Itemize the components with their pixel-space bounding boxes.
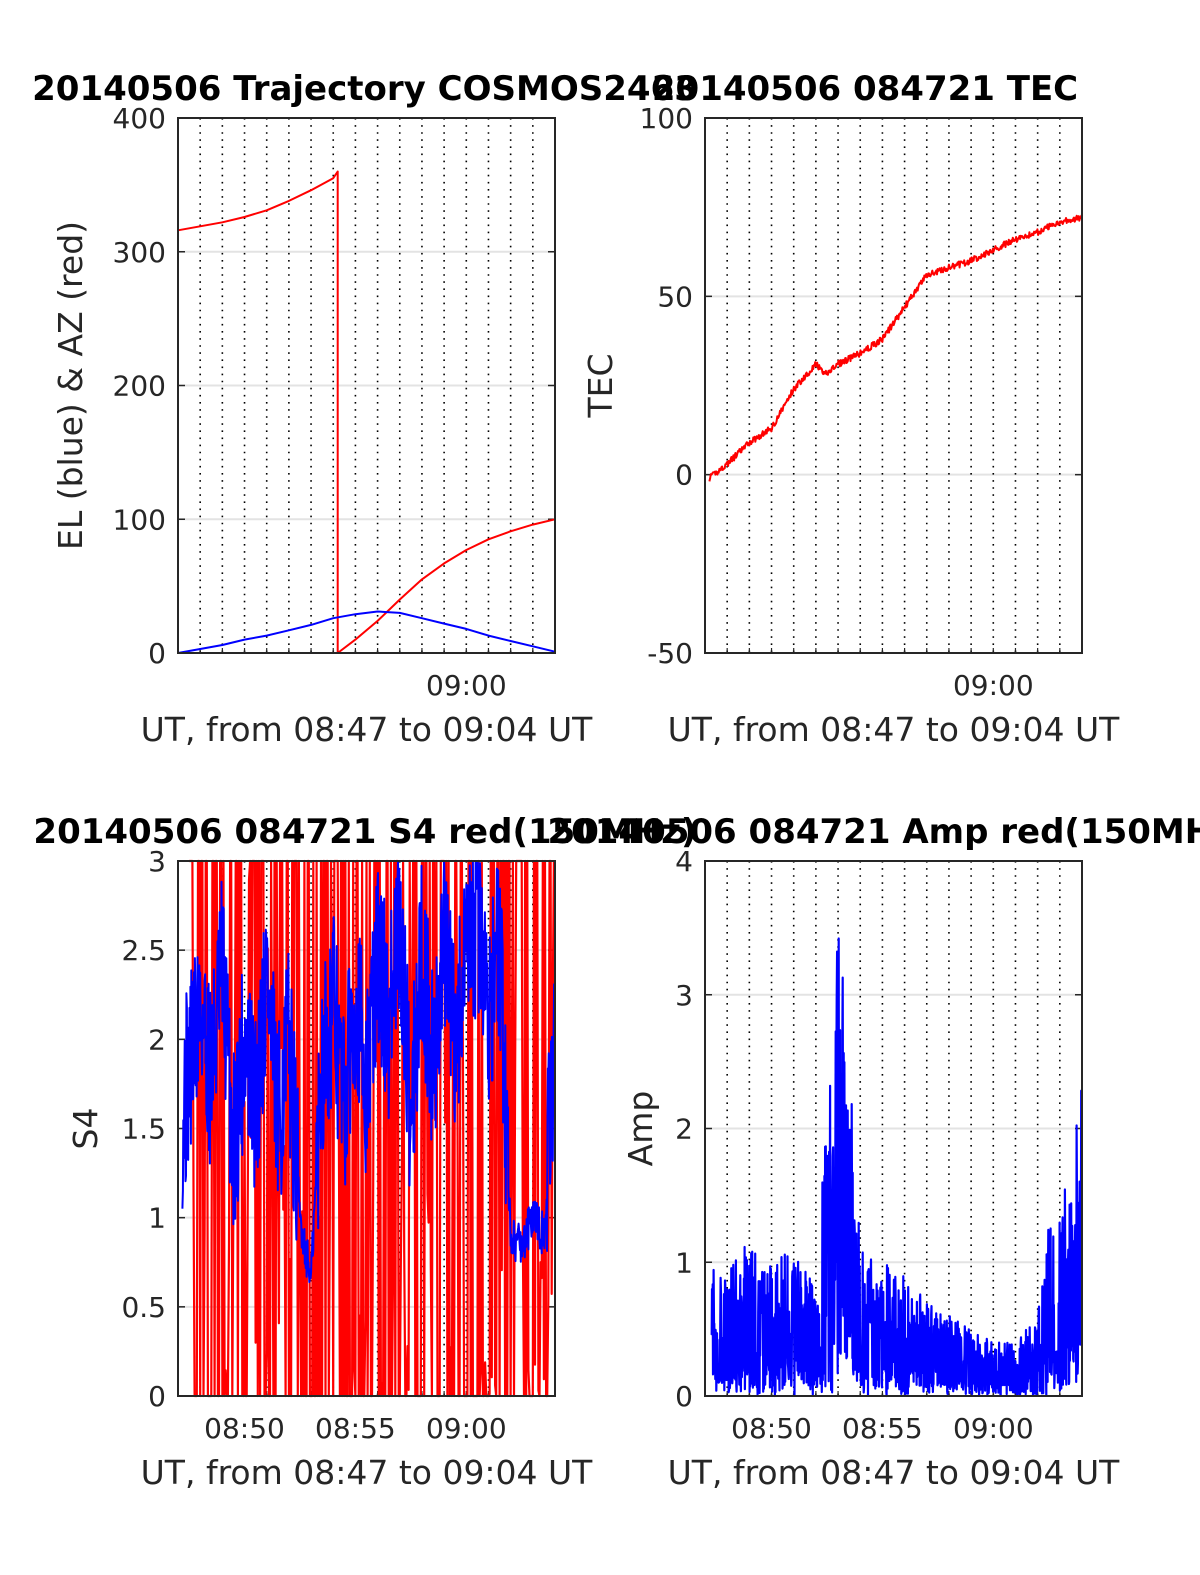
series-line-0: [708, 214, 1083, 482]
x-tick-label: 09:00: [426, 1412, 507, 1445]
y-tick-label: 50: [657, 280, 693, 313]
y-axis-label: S4: [66, 1108, 105, 1150]
s4-panel: 0 0.5 1 1.5 2 2.5 3 08:50 08:55 09:00 20140506 084…: [33, 812, 696, 1492]
y-axis-label: TEC: [581, 353, 620, 418]
x-tick-label: 09:00: [953, 669, 1034, 702]
y-tick-label: 0: [675, 1380, 693, 1413]
chart-title: 20140506 084721 S4 red(150MHz): [33, 812, 696, 852]
x-tick-label: 08:50: [731, 1412, 812, 1445]
y-tick-label: 2: [148, 1023, 166, 1056]
plot-area: [705, 118, 1082, 653]
x-tick-label: 08:50: [204, 1412, 285, 1445]
y-tick-label: 1.5: [121, 1113, 166, 1146]
x-axis-label: UT, from 08:47 to 09:04 UT: [141, 710, 594, 749]
axes-frame: [704, 860, 1083, 1397]
y-tick-label: 1: [675, 1246, 693, 1279]
series-line-1: [181, 860, 556, 1284]
y-tick-label: 0: [148, 637, 166, 670]
x-tick-label: 08:55: [842, 1412, 923, 1445]
y-tick-label: 3: [148, 845, 166, 878]
y-tick-label: 2.5: [121, 934, 166, 967]
series-line-1: [177, 610, 556, 654]
y-tick-label: 0: [675, 459, 693, 492]
x-axis-label: UT, from 08:47 to 09:04 UT: [141, 1453, 594, 1492]
y-tick-label: 1: [148, 1202, 166, 1235]
x-tick-label: 09:00: [953, 1412, 1034, 1445]
y-tick-label: 200: [113, 370, 166, 403]
chart-title: 20140506 084721 TEC: [652, 69, 1078, 109]
amp-panel: 0 1 2 3 4 08:50 08:55 09:00 20140506 084721 Amp …: [547, 812, 1200, 1492]
x-tick-label: 09:00: [426, 669, 507, 702]
y-tick-label: 0.5: [121, 1291, 166, 1324]
y-axis-label: Amp: [621, 1091, 660, 1167]
series-line-0: [710, 937, 1083, 1398]
y-tick-label: 3: [675, 979, 693, 1012]
x-axis-label: UT, from 08:47 to 09:04 UT: [668, 710, 1121, 749]
series-line-0: [177, 170, 556, 654]
x-tick-label: 08:55: [315, 1412, 396, 1445]
y-tick-label: 100: [640, 102, 693, 135]
y-axis-label: EL (blue) & AZ (red): [51, 221, 90, 550]
chart-title: 20140506 Trajectory COSMOS2463: [32, 69, 698, 109]
y-tick-label: 2: [675, 1113, 693, 1146]
y-tick-label: 4: [675, 845, 693, 878]
tec-panel: -50 0 50 100 09:00 20140506 084721 TEC UT, fro…: [581, 69, 1120, 749]
axes-frame: [704, 117, 1083, 654]
y-tick-label: 300: [113, 236, 166, 269]
trajectory-panel: 0 100 200 300 400 09:00 20140506 Trajectory CO…: [32, 69, 698, 749]
axes-frame: [177, 860, 556, 1397]
y-tick-label: -50: [647, 637, 693, 670]
y-tick-label: 400: [113, 102, 166, 135]
x-axis-label: UT, from 08:47 to 09:04 UT: [668, 1453, 1121, 1492]
axes-frame: [177, 117, 556, 654]
y-tick-label: 100: [113, 503, 166, 536]
y-tick-label: 0: [148, 1380, 166, 1413]
chart-title: 20140506 084721 Amp red(150MHz): [547, 812, 1200, 852]
